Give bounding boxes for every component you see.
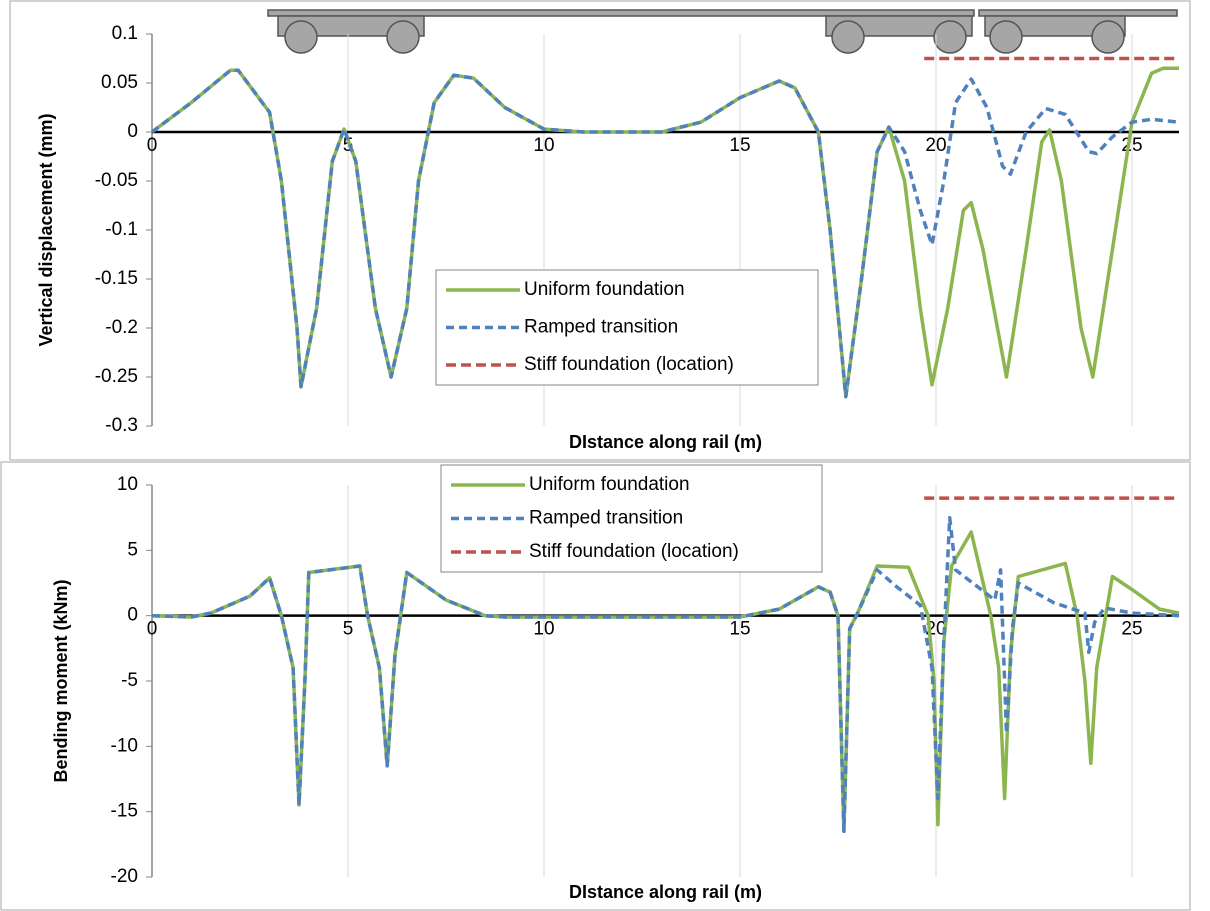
y-axis-title: Vertical displacement (mm) bbox=[36, 113, 56, 346]
y-tick-label: -0.3 bbox=[105, 415, 138, 436]
series-line bbox=[150, 68, 1180, 399]
x-tick-label: 5 bbox=[343, 619, 354, 640]
car-deck bbox=[978, 9, 1178, 17]
y-tick-label: -0.25 bbox=[95, 366, 138, 387]
legend-label: Ramped transition bbox=[524, 317, 678, 338]
car-deck bbox=[267, 9, 975, 17]
y-tick-label: -5 bbox=[121, 670, 138, 691]
wheel bbox=[284, 20, 318, 54]
y-axis-title: Bending moment (kNm) bbox=[51, 579, 71, 782]
y-tick-label: 5 bbox=[127, 539, 138, 560]
y-tick-label: -0.1 bbox=[105, 219, 138, 240]
x-tick-label: 10 bbox=[533, 619, 554, 640]
wheel bbox=[933, 20, 967, 54]
x-tick-label: 25 bbox=[1121, 619, 1142, 640]
y-tick-label: -0.15 bbox=[95, 268, 138, 289]
wheel bbox=[831, 20, 865, 54]
y-tick-label: -10 bbox=[111, 735, 138, 756]
y-tick-label: 0 bbox=[127, 605, 138, 626]
y-tick-label: -0.2 bbox=[105, 317, 138, 338]
x-tick-label: 15 bbox=[729, 135, 750, 156]
y-tick-label: 0.1 bbox=[112, 23, 138, 44]
wheel bbox=[1091, 20, 1125, 54]
x-tick-label: 0 bbox=[147, 135, 158, 156]
legend-label: Uniform foundation bbox=[529, 474, 690, 495]
x-tick-label: 15 bbox=[729, 619, 750, 640]
x-tick-label: 25 bbox=[1121, 135, 1142, 156]
x-tick-label: 20 bbox=[925, 135, 946, 156]
legend-label: Uniform foundation bbox=[524, 279, 685, 300]
x-tick-label: 0 bbox=[147, 619, 158, 640]
y-tick-label: 10 bbox=[117, 474, 138, 495]
legend-label: Stiff foundation (location) bbox=[524, 354, 734, 375]
plots: 0.1 0.05 0 -0.05 -0.1 -0.15 -0.2 -0.25 -0.3 0 5 10 1… bbox=[36, 23, 1180, 902]
y-tick-label: -0.05 bbox=[95, 170, 138, 191]
y-tick-label: 0.05 bbox=[101, 72, 138, 93]
train bbox=[267, 9, 1178, 54]
x-axis-title: DIstance along rail (m) bbox=[569, 882, 762, 902]
x-axis-title: DIstance along rail (m) bbox=[569, 432, 762, 452]
y-tick-label: 0 bbox=[127, 121, 138, 142]
legend-label: Stiff foundation (location) bbox=[529, 541, 739, 562]
y-tick-label: -15 bbox=[111, 801, 138, 822]
x-tick-label: 5 bbox=[343, 135, 354, 156]
x-tick-label: 10 bbox=[533, 135, 554, 156]
y-tick-label: -20 bbox=[111, 866, 138, 887]
top-frame bbox=[9, 0, 1191, 461]
series-line bbox=[151, 515, 1180, 834]
wheel bbox=[386, 20, 420, 54]
legend-label: Ramped transition bbox=[529, 508, 683, 529]
wheel bbox=[989, 20, 1023, 54]
